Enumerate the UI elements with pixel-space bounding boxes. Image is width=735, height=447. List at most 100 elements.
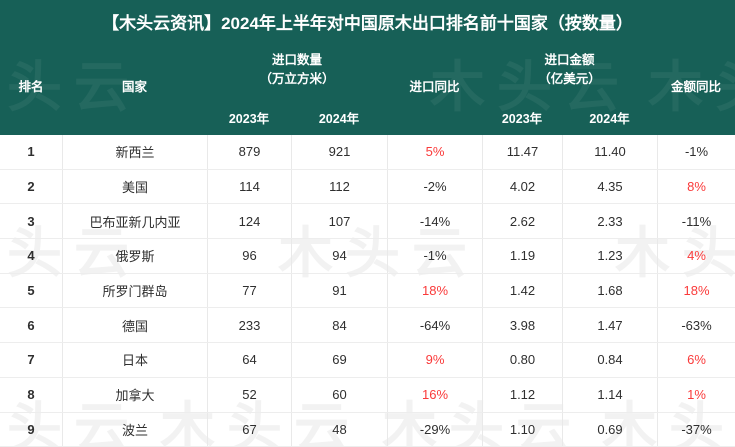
country-cell: 新西兰 bbox=[62, 135, 207, 169]
header-import-value-label: 进口金额 bbox=[544, 52, 595, 67]
amt-2024-cell: 1.23 bbox=[562, 239, 657, 273]
qty-2023-cell: 64 bbox=[207, 343, 291, 377]
amt-yoy-cell: 1% bbox=[657, 377, 735, 412]
rank-cell: 9 bbox=[27, 421, 35, 437]
rank-cell: 2 bbox=[27, 179, 35, 195]
qty-2024-cell: 107 bbox=[291, 204, 387, 239]
amt-2023-cell: 1.19 bbox=[482, 239, 562, 273]
amt-2023-cell: 1.10 bbox=[482, 412, 562, 447]
table-row: 7 日本 64 69 9% 0.80 0.84 6% bbox=[0, 343, 735, 378]
amt-2024-cell: 1.14 bbox=[562, 377, 657, 412]
page-title: 【木头云资讯】2024年上半年对中国原木出口排名前十国家（按数量） bbox=[102, 14, 633, 33]
table-row: 5 所罗门群岛 77 91 18% 1.42 1.68 18% bbox=[0, 273, 735, 309]
header-import-quantity-label: 进口数量 bbox=[271, 52, 322, 67]
qty-2024-cell: 69 bbox=[291, 343, 387, 377]
qty-2024-cell: 112 bbox=[291, 169, 387, 204]
header-qty-year-2024: 2024年 bbox=[318, 111, 360, 126]
amt-yoy-cell: -37% bbox=[657, 412, 735, 447]
header-quantity-yoy: 进口同比 bbox=[409, 79, 460, 94]
rank-cell: 1 bbox=[27, 144, 35, 160]
country-cell: 巴布亚新几内亚 bbox=[62, 204, 207, 239]
header-amt-year-2024: 2024年 bbox=[589, 111, 630, 126]
table-row: 4 俄罗斯 96 94 -1% 1.19 1.23 4% bbox=[0, 239, 735, 274]
qty-2024-cell: 60 bbox=[291, 377, 387, 412]
amt-2024-cell: 4.35 bbox=[562, 169, 657, 204]
table-body: 1 新西兰 879 921 5% 11.47 11.40 -1% 2 美国 114 112 -2% 4.0… bbox=[0, 135, 735, 447]
rank-cell: 7 bbox=[27, 352, 35, 368]
table-row: 2 美国 114 112 -2% 4.02 4.35 8% bbox=[0, 169, 735, 205]
table-row: 1 新西兰 879 921 5% 11.47 11.40 -1% bbox=[0, 135, 735, 170]
header-qty-year-2023: 2023年 bbox=[228, 111, 270, 126]
qty-2023-cell: 67 bbox=[207, 412, 291, 447]
table-row: 6 德国 233 84 -64% 3.98 1.47 -63% bbox=[0, 308, 735, 344]
rank-cell: 3 bbox=[27, 213, 35, 229]
qty-yoy-cell: 9% bbox=[387, 343, 482, 377]
country-cell: 波兰 bbox=[62, 412, 207, 447]
amt-2023-cell: 1.42 bbox=[482, 273, 562, 308]
rank-cell: 4 bbox=[27, 248, 35, 264]
column-headers: 排名 国家 进口数量 （万立方米） 进口同比 进口金额 （亿美元） 金额同比 2… bbox=[0, 40, 735, 135]
qty-yoy-cell: -14% bbox=[387, 204, 482, 239]
rank-cell: 5 bbox=[27, 283, 35, 299]
amt-2023-cell: 4.02 bbox=[482, 169, 562, 204]
qty-2024-cell: 84 bbox=[291, 308, 387, 343]
country-cell: 俄罗斯 bbox=[62, 239, 207, 273]
country-cell: 德国 bbox=[62, 308, 207, 343]
amt-yoy-cell: -1% bbox=[657, 135, 735, 169]
country-cell: 日本 bbox=[62, 343, 207, 377]
table-row: 3 巴布亚新几内亚 124 107 -14% 2.62 2.33 -11% bbox=[0, 204, 735, 240]
amt-2024-cell: 1.47 bbox=[562, 308, 657, 343]
amt-2023-cell: 1.12 bbox=[482, 377, 562, 412]
qty-yoy-cell: 5% bbox=[387, 135, 482, 169]
amt-yoy-cell: 18% bbox=[657, 273, 735, 308]
qty-yoy-cell: 16% bbox=[387, 377, 482, 412]
amt-2024-cell: 0.69 bbox=[562, 412, 657, 447]
amt-yoy-cell: -63% bbox=[657, 308, 735, 343]
amt-yoy-cell: 4% bbox=[657, 239, 735, 273]
qty-2023-cell: 124 bbox=[207, 204, 291, 239]
header-value-yoy: 金额同比 bbox=[670, 79, 721, 94]
qty-2023-cell: 52 bbox=[207, 377, 291, 412]
amt-2024-cell: 1.68 bbox=[562, 273, 657, 308]
header-import-value-unit: （亿美元） bbox=[538, 72, 601, 86]
table-row: 9 波兰 67 48 -29% 1.10 0.69 -37% bbox=[0, 412, 735, 447]
amt-2024-cell: 0.84 bbox=[562, 343, 657, 377]
qty-yoy-cell: -2% bbox=[387, 169, 482, 204]
qty-2024-cell: 48 bbox=[291, 412, 387, 447]
amt-2024-cell: 11.40 bbox=[562, 135, 657, 169]
table-row: 8 加拿大 52 60 16% 1.12 1.14 1% bbox=[0, 377, 735, 413]
qty-yoy-cell: 18% bbox=[387, 273, 482, 308]
amt-2023-cell: 3.98 bbox=[482, 308, 562, 343]
amt-yoy-cell: -11% bbox=[657, 204, 735, 239]
amt-2024-cell: 2.33 bbox=[562, 204, 657, 239]
qty-2023-cell: 879 bbox=[207, 135, 291, 169]
rank-cell: 8 bbox=[27, 387, 35, 403]
qty-yoy-cell: -29% bbox=[387, 412, 482, 447]
qty-2023-cell: 96 bbox=[207, 239, 291, 273]
header-import-quantity-group: 进口数量 （万立方米） bbox=[207, 40, 387, 100]
header-amt-year-2023: 2023年 bbox=[501, 111, 543, 126]
header-import-value-group: 进口金额 （亿美元） bbox=[482, 40, 657, 100]
table-header: 【木头云资讯】2024年上半年对中国原木出口排名前十国家（按数量） 排名 国家 … bbox=[0, 0, 735, 135]
country-cell: 美国 bbox=[62, 169, 207, 204]
qty-2024-cell: 91 bbox=[291, 273, 387, 308]
amt-yoy-cell: 6% bbox=[657, 343, 735, 377]
qty-2024-cell: 94 bbox=[291, 239, 387, 273]
header-rank: 排名 bbox=[18, 79, 44, 94]
qty-2024-cell: 921 bbox=[291, 135, 387, 169]
amt-2023-cell: 11.47 bbox=[482, 135, 562, 169]
country-cell: 加拿大 bbox=[62, 377, 207, 412]
qty-2023-cell: 233 bbox=[207, 308, 291, 343]
amt-2023-cell: 2.62 bbox=[482, 204, 562, 239]
country-cell: 所罗门群岛 bbox=[62, 273, 207, 308]
header-import-quantity-unit: （万立方米） bbox=[259, 72, 335, 86]
qty-2023-cell: 114 bbox=[207, 169, 291, 204]
qty-yoy-cell: -64% bbox=[387, 308, 482, 343]
header-country: 国家 bbox=[121, 79, 147, 94]
rank-cell: 6 bbox=[27, 317, 35, 333]
qty-2023-cell: 77 bbox=[207, 273, 291, 308]
amt-yoy-cell: 8% bbox=[657, 169, 735, 204]
qty-yoy-cell: -1% bbox=[387, 239, 482, 273]
amt-2023-cell: 0.80 bbox=[482, 343, 562, 377]
